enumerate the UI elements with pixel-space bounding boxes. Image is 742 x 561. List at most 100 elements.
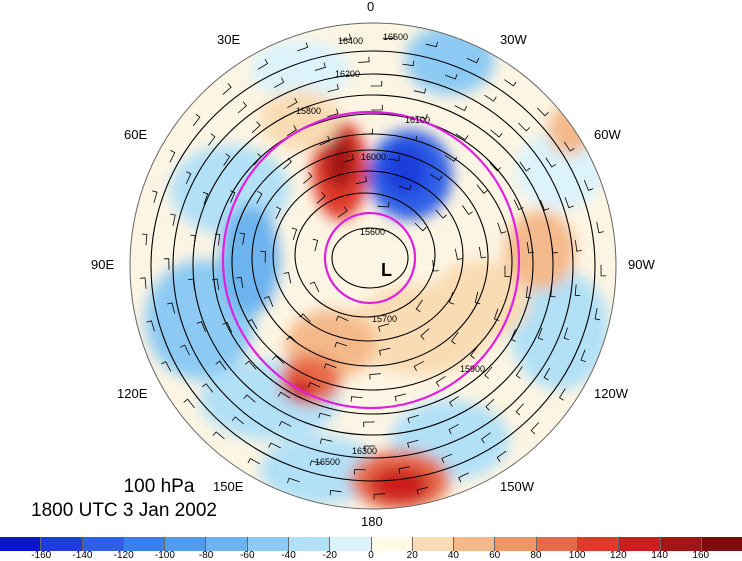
latitude-circle-outer [221,110,521,410]
wind-barb [550,285,556,298]
latitude-circle-inner [323,211,417,305]
wind-barb [286,125,297,137]
wind-barb [272,355,285,364]
contour-value-labels: 16400 16600 16200 16300 16500 16000 1580… [296,32,485,467]
wind-barb [361,128,374,135]
wind-barb [183,398,195,409]
wind-barb [474,291,481,305]
wind-barb [564,197,574,209]
wind-barb [518,122,531,132]
colorbar-tick-label: -20 [322,550,337,561]
colorbar-tick-label: -120 [113,550,134,561]
contour-label: 16100 [405,115,430,125]
wind-barb [286,335,299,345]
colorbar-segment [206,537,248,551]
wind-barb [307,382,321,388]
wind-barb [309,460,323,466]
wind-barb [264,295,274,307]
wind-barb [444,74,458,80]
colorbar-tick-label: 0 [368,550,374,561]
wind-barb [513,199,524,211]
wind-barb [373,493,385,500]
wind-barb [268,442,281,449]
longitude-label-90e: 90E [91,257,115,272]
longitude-label-180: 180 [361,514,383,529]
colorbar-tick-label: -40 [281,550,296,561]
colorbar-segment [123,537,166,551]
wind-barb [594,308,601,321]
wind-barb [337,206,348,218]
wind-barb [432,260,439,272]
polar-stereographic-map: L 16400 16600 16200 16300 16500 16000 15… [129,22,617,510]
wind-barb [212,278,220,290]
wind-barb [574,284,581,297]
wind-barb [510,329,516,342]
latitude-circles [221,110,521,410]
wind-barb [214,233,221,246]
wind-barb [563,141,575,152]
contour-label: 16300 [352,446,377,456]
wind-barb [251,121,261,134]
wind-barb [454,248,463,260]
wind-barb [163,258,170,270]
wind-barb [314,62,326,71]
wind-barb [404,135,418,142]
contour-label: 16600 [383,32,408,42]
wind-barb [319,438,333,444]
colorbar-segment [536,537,578,551]
colorbar [0,537,742,551]
colorbar-segment [619,537,661,551]
wind-barb [237,101,247,114]
wind-barb [481,432,491,444]
colorbar-segment [412,537,455,551]
wind-barb [297,42,309,52]
wind-barb [335,315,349,322]
wind-barb [476,184,488,194]
wind-barb [253,153,262,166]
wind-barb [484,366,493,379]
wind-barb [170,213,176,226]
wind-barb [303,172,313,184]
colorbar-segment [330,537,372,551]
wind-barb [600,264,607,277]
wind-barb [283,157,292,170]
wind-barb [444,154,458,162]
wind-barb [407,439,419,448]
wind-barb [316,192,326,204]
valid-time-label: 1800 UTC 3 Jan 2002 [31,500,217,521]
wind-barb [257,58,269,70]
wind-barb [387,155,400,161]
contour-label: 15900 [460,364,485,374]
wind-barb [140,277,147,289]
wind-barb [323,363,337,369]
colorbar-segment [577,537,620,551]
wind-barb [454,105,468,112]
wind-barb [458,472,469,483]
wind-barb [358,56,370,63]
wind-barb [243,394,256,403]
colorbar-tick-label: 80 [530,550,542,561]
wind-barb [470,346,478,359]
wind-barb [478,246,487,259]
wind-barb [350,396,363,402]
wind-barb [342,154,355,163]
wind-barb [425,41,438,48]
wind-barb [287,97,298,109]
wind-barb [413,360,425,371]
wind-barb [312,238,319,252]
wind-barb [201,383,214,393]
wind-barb [398,184,412,191]
colorbar-tick-label: 140 [651,550,668,561]
colorbar-tick-label: -140 [72,550,93,561]
wind-barb [414,222,427,232]
colorbar-segment [454,537,496,551]
wind-barb [551,242,558,254]
colorbar-segment [41,537,83,551]
wind-barb [244,360,257,370]
wind-barb [339,33,351,41]
wind-barb [402,60,415,67]
pressure-level-label: 100 hPa [123,476,195,497]
contour-label: 16400 [338,36,363,46]
colorbar-tick-label: 40 [447,550,459,561]
height-contours [150,50,596,482]
